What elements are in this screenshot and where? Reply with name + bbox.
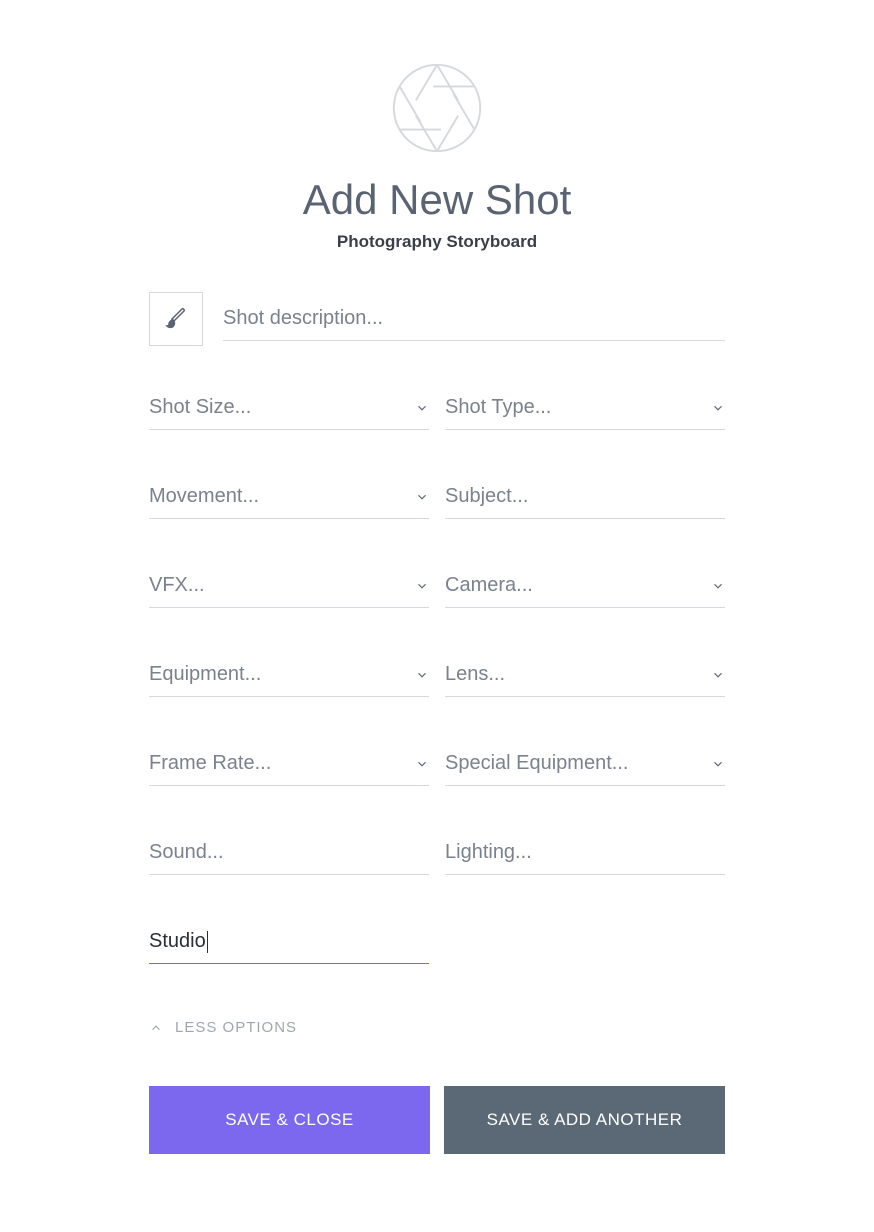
chevron-down-icon [415, 579, 429, 593]
aperture-icon [389, 60, 485, 156]
subject-input[interactable] [445, 485, 725, 519]
less-options-label: LESS OPTIONS [175, 1019, 297, 1036]
special-equipment-select[interactable]: Special Equipment... [445, 752, 725, 786]
frame-rate-select[interactable]: Frame Rate... [149, 752, 429, 786]
header: Add New Shot Photography Storyboard [149, 60, 725, 252]
sound-input[interactable] [149, 841, 429, 875]
field-placeholder: Shot Size... [149, 396, 251, 419]
lens-select[interactable]: Lens... [445, 663, 725, 697]
chevron-up-icon [149, 1021, 163, 1035]
shot-description-input[interactable] [223, 297, 725, 341]
chevron-down-icon [711, 757, 725, 771]
brush-icon [164, 307, 188, 331]
field-placeholder: Equipment... [149, 663, 261, 686]
chevron-down-icon [415, 401, 429, 415]
field-placeholder: Movement... [149, 485, 259, 508]
text-cursor [207, 931, 208, 953]
shot-size-select[interactable]: Shot Size... [149, 396, 429, 430]
field-placeholder: Camera... [445, 574, 533, 597]
button-row: SAVE & CLOSE SAVE & ADD ANOTHER [149, 1086, 725, 1154]
subject-field[interactable] [445, 485, 725, 508]
chevron-down-icon [711, 668, 725, 682]
shot-type-select[interactable]: Shot Type... [445, 396, 725, 430]
movement-select[interactable]: Movement... [149, 485, 429, 519]
location-input[interactable]: Studio [149, 930, 429, 964]
chevron-down-icon [711, 401, 725, 415]
equipment-select[interactable]: Equipment... [149, 663, 429, 697]
chevron-down-icon [415, 490, 429, 504]
save-add-another-button[interactable]: SAVE & ADD ANOTHER [444, 1086, 725, 1154]
field-placeholder: Shot Type... [445, 396, 551, 419]
chevron-down-icon [415, 668, 429, 682]
description-row [149, 292, 725, 346]
camera-select[interactable]: Camera... [445, 574, 725, 608]
chevron-down-icon [415, 757, 429, 771]
location-value: Studio [149, 930, 206, 953]
field-placeholder: Frame Rate... [149, 752, 271, 775]
field-placeholder: Special Equipment... [445, 752, 628, 775]
sound-field[interactable] [149, 841, 429, 864]
lighting-input[interactable] [445, 841, 725, 875]
save-close-button[interactable]: SAVE & CLOSE [149, 1086, 430, 1154]
field-placeholder: Lens... [445, 663, 505, 686]
add-shot-form: Add New Shot Photography Storyboard Shot… [149, 60, 725, 1154]
page-subtitle: Photography Storyboard [149, 232, 725, 252]
fields-grid: Shot Size... Shot Type... Movement... VF… [149, 396, 725, 964]
page-title: Add New Shot [149, 176, 725, 224]
vfx-select[interactable]: VFX... [149, 574, 429, 608]
chevron-down-icon [711, 579, 725, 593]
lighting-field[interactable] [445, 841, 725, 864]
less-options-toggle[interactable]: LESS OPTIONS [149, 1019, 725, 1036]
field-placeholder: VFX... [149, 574, 205, 597]
brush-button[interactable] [149, 292, 203, 346]
